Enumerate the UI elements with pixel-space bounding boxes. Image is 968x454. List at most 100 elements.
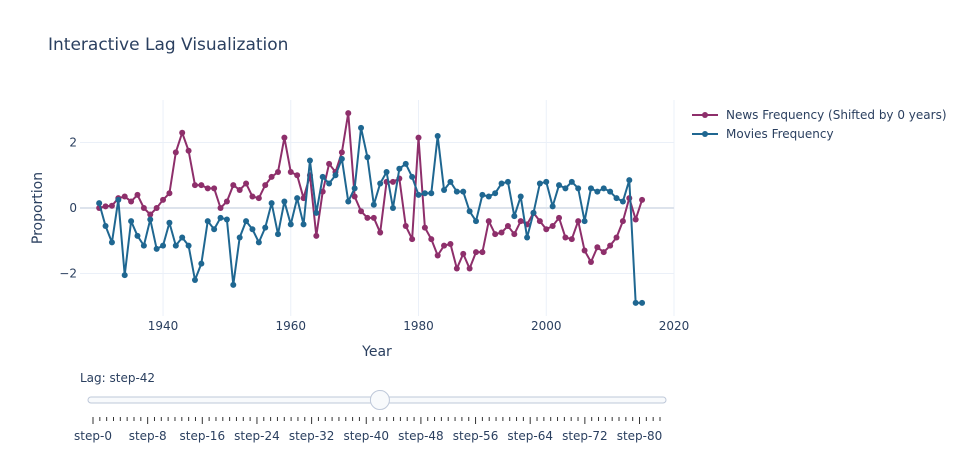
data-point bbox=[358, 208, 365, 215]
data-point bbox=[268, 200, 275, 207]
data-point bbox=[179, 129, 186, 136]
data-point bbox=[409, 236, 416, 243]
data-point bbox=[460, 188, 467, 195]
data-point bbox=[453, 265, 460, 272]
data-point bbox=[306, 157, 313, 164]
data-point bbox=[377, 180, 384, 187]
data-point bbox=[351, 185, 358, 192]
data-point bbox=[198, 260, 205, 267]
data-point bbox=[160, 196, 167, 203]
data-point bbox=[275, 231, 281, 238]
data-point bbox=[223, 198, 230, 205]
legend-item[interactable]: Movies Frequency bbox=[692, 127, 834, 141]
data-point bbox=[485, 218, 492, 225]
y-tick-label: 2 bbox=[69, 136, 77, 150]
slider-handle[interactable] bbox=[369, 390, 390, 410]
slider-step-label[interactable]: step-48 bbox=[398, 429, 444, 443]
data-point bbox=[147, 216, 154, 223]
slider-step-label[interactable]: step-32 bbox=[289, 429, 335, 443]
data-point bbox=[128, 218, 135, 225]
data-point bbox=[166, 190, 173, 197]
data-point bbox=[517, 193, 524, 200]
data-point bbox=[262, 224, 269, 231]
data-point bbox=[434, 252, 441, 259]
data-point bbox=[217, 214, 224, 221]
x-tick-label: 1980 bbox=[403, 319, 434, 333]
series-line bbox=[98, 112, 644, 270]
data-point bbox=[389, 178, 396, 185]
data-point bbox=[211, 226, 218, 233]
data-point bbox=[153, 205, 160, 211]
data-point bbox=[364, 214, 371, 221]
data-point bbox=[441, 242, 448, 249]
data-point bbox=[511, 213, 518, 220]
data-point bbox=[556, 214, 563, 221]
legend[interactable]: News Frequency (Shifted by 0 years) Movie… bbox=[692, 108, 947, 141]
data-point bbox=[549, 223, 556, 229]
data-point bbox=[600, 185, 607, 192]
slider-step-label[interactable]: step-0 bbox=[74, 429, 112, 443]
legend-label: News Frequency (Shifted by 0 years) bbox=[726, 108, 947, 122]
slider-tick-labels: step-0 step-8 step-16 step-24 step-32 step-40… bbox=[74, 429, 662, 443]
slider-step-label[interactable]: step-8 bbox=[129, 429, 167, 443]
data-point bbox=[396, 165, 403, 172]
data-point bbox=[140, 242, 147, 249]
data-point bbox=[172, 242, 179, 249]
data-point bbox=[389, 205, 396, 211]
data-point bbox=[268, 173, 275, 180]
slider-step-label[interactable]: step-64 bbox=[507, 429, 553, 443]
data-point bbox=[96, 200, 103, 207]
data-point bbox=[223, 216, 230, 223]
data-point bbox=[402, 223, 409, 229]
x-tick-label: 1960 bbox=[276, 319, 307, 333]
data-point bbox=[358, 124, 365, 131]
data-point bbox=[409, 173, 416, 180]
data-point bbox=[594, 188, 601, 195]
legend-swatch-marker bbox=[702, 131, 708, 137]
data-point bbox=[562, 185, 569, 192]
data-point bbox=[447, 178, 454, 185]
data-point bbox=[185, 147, 192, 154]
data-point bbox=[568, 178, 575, 185]
data-point bbox=[326, 160, 333, 167]
data-point bbox=[108, 239, 115, 246]
data-point bbox=[204, 185, 211, 192]
slider-step-label[interactable]: step-72 bbox=[562, 429, 608, 443]
data-point bbox=[607, 188, 614, 195]
slider-step-label[interactable]: step-56 bbox=[453, 429, 499, 443]
data-point bbox=[556, 182, 563, 189]
data-point bbox=[415, 134, 422, 141]
data-point bbox=[217, 205, 224, 211]
data-point bbox=[421, 224, 428, 231]
slider-step-label[interactable]: step-80 bbox=[617, 429, 663, 443]
data-point bbox=[402, 160, 409, 167]
data-point bbox=[179, 234, 186, 241]
x-tick-label: 2020 bbox=[659, 319, 690, 333]
legend-swatch-marker bbox=[702, 112, 708, 118]
legend-item[interactable]: News Frequency (Shifted by 0 years) bbox=[692, 108, 947, 122]
data-point bbox=[600, 249, 607, 256]
data-point bbox=[243, 180, 250, 187]
data-point bbox=[504, 223, 511, 229]
slider-step-label[interactable]: step-16 bbox=[180, 429, 226, 443]
data-point bbox=[121, 272, 128, 279]
data-point bbox=[466, 265, 473, 272]
data-point bbox=[243, 218, 250, 225]
data-point bbox=[485, 193, 492, 200]
slider-step-label[interactable]: step-24 bbox=[234, 429, 280, 443]
y-axis-title: Proportion bbox=[30, 172, 46, 244]
data-point bbox=[549, 203, 556, 210]
grid bbox=[80, 100, 675, 316]
x-axis-title: Year bbox=[361, 344, 392, 360]
data-point bbox=[536, 180, 543, 187]
slider-step-label[interactable]: step-40 bbox=[343, 429, 389, 443]
data-point bbox=[287, 169, 294, 175]
data-point bbox=[581, 247, 588, 254]
data-point bbox=[255, 239, 262, 246]
data-point bbox=[587, 259, 594, 265]
series-layer bbox=[96, 110, 646, 306]
data-point bbox=[370, 214, 377, 221]
data-point bbox=[294, 172, 301, 179]
data-point bbox=[281, 134, 288, 141]
